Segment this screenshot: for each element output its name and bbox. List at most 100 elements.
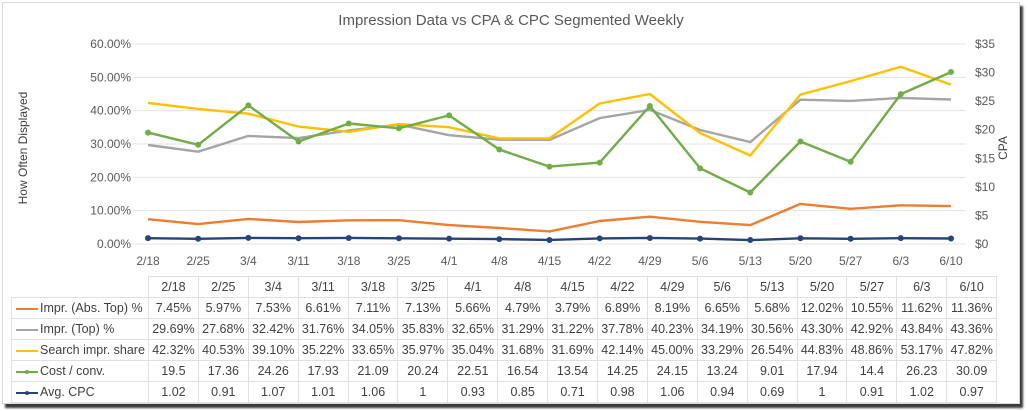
y2-axis-ticks: $0 $5 $10 $15 $20 $25 $30 $35 xyxy=(975,37,995,251)
data-table-cell: 9.01 xyxy=(746,360,798,382)
y-tick-label: 60.00% xyxy=(90,37,131,51)
x-tick-label: 3/25 xyxy=(387,254,411,268)
data-table-cell: 19.5 xyxy=(148,360,199,382)
x-tick-label: 4/1 xyxy=(441,254,458,268)
y-axis-ticks: 0.00% 10.00% 20.00% 30.00% 40.00% 50.00% 60.00… xyxy=(90,37,131,251)
data-table-row: Cost / conv. 19.5 17.36 24.26 17.93 21.09 20.2… xyxy=(11,360,998,382)
data-table-cell: 35.83% xyxy=(397,318,449,340)
legend-key-icon xyxy=(16,368,38,376)
data-table-cell: 42.14% xyxy=(597,339,648,361)
data-point xyxy=(847,235,854,242)
data-table-cell: 1 xyxy=(796,381,848,403)
series-avg-cpc xyxy=(145,234,954,244)
data-point xyxy=(747,237,754,244)
data-table-cell: 42.92% xyxy=(846,318,898,340)
data-point xyxy=(145,129,151,136)
legend-entry: Impr. (Top) % xyxy=(11,318,149,340)
x-tick-label: 3/18 xyxy=(337,254,361,268)
x-axis-ticks: 2/18 2/25 3/4 3/11 3/18 3/25 4/1 4/8 4/15 4/22 4/2… xyxy=(136,254,963,268)
data-table-cell: 31.76% xyxy=(297,318,349,340)
data-table-column-header: 4/29 xyxy=(646,276,698,298)
data-point xyxy=(395,235,402,242)
y2-tick-label: $0 xyxy=(975,237,989,251)
data-table-column-header: 5/27 xyxy=(846,276,898,298)
legend-key-icon xyxy=(16,305,38,313)
data-table-cell: 30.56% xyxy=(746,318,798,340)
data-table-cell: 11.36% xyxy=(946,297,998,319)
data-table-column-header: 4/8 xyxy=(497,276,549,298)
data-table-cell: 7.13% xyxy=(397,297,449,319)
data-table-cell: 33.65% xyxy=(347,339,399,361)
x-tick-label: 3/4 xyxy=(240,254,257,268)
data-point xyxy=(446,112,453,119)
data-table-column-header: 3/11 xyxy=(297,276,349,298)
data-table-cell: 17.94 xyxy=(796,360,848,382)
data-point xyxy=(195,141,202,148)
legend-entry: Impr. (Abs. Top) % xyxy=(11,297,149,319)
data-table-cell: 10.55% xyxy=(846,297,898,319)
y2-tick-label: $5 xyxy=(975,208,989,222)
data-point xyxy=(245,234,252,241)
legend-entry: Cost / conv. xyxy=(11,360,149,382)
y-tick-label: 30.00% xyxy=(90,137,131,151)
series-line xyxy=(147,71,952,194)
legend-key-icon xyxy=(16,389,38,397)
data-point xyxy=(948,235,954,242)
data-table-cell: 1.06 xyxy=(347,381,399,403)
data-table-cell: 0.85 xyxy=(497,381,549,403)
data-point xyxy=(496,236,503,243)
data-table-cell: 32.42% xyxy=(247,318,299,340)
data-table-row: Impr. (Abs. Top) % 7.45% 5.97% 7.53% 6.61% 7.… xyxy=(11,297,998,319)
series-line xyxy=(147,96,952,153)
data-table-cell: 31.22% xyxy=(547,318,599,340)
data-table-column-header: 6/3 xyxy=(896,276,948,298)
data-point xyxy=(697,165,704,172)
data-table-cell: 16.54 xyxy=(497,360,549,382)
data-point xyxy=(646,103,653,109)
data-table-cell: 6.65% xyxy=(696,297,748,319)
data-table-cell: 11.62% xyxy=(896,297,948,319)
data-table-cell: 43.84% xyxy=(896,318,948,340)
data-point xyxy=(496,146,503,153)
data-table-cell: 34.05% xyxy=(347,318,399,340)
data-table-cell: 7.45% xyxy=(148,297,199,319)
data-point xyxy=(345,120,352,127)
y-tick-label: 10.00% xyxy=(90,204,131,218)
data-point xyxy=(646,234,653,241)
data-table-cell: 1.01 xyxy=(297,381,349,403)
x-tick-label: 4/22 xyxy=(588,254,612,268)
y2-tick-label: $30 xyxy=(975,66,995,80)
data-table-cell: 0.97 xyxy=(946,381,998,403)
x-tick-label: 5/20 xyxy=(789,254,813,268)
y-tick-label: 0.00% xyxy=(97,237,131,251)
data-point xyxy=(295,138,302,145)
data-point xyxy=(697,235,704,242)
series-search-impr-share xyxy=(147,65,952,157)
legend-label: Cost / conv. xyxy=(40,364,106,378)
data-point xyxy=(446,235,453,242)
y2-tick-label: $10 xyxy=(975,180,995,194)
data-table-cell: 42.32% xyxy=(148,339,199,361)
chart-svg: Impression Data vs CPA & CPC Segmented W… xyxy=(16,12,1010,268)
data-table-cell: 6.61% xyxy=(297,297,349,319)
data-table-cell: 13.24 xyxy=(696,360,748,382)
data-table-cell: 35.97% xyxy=(397,339,449,361)
data-table-cell: 20.24 xyxy=(397,360,449,382)
data-table-cell: 0.93 xyxy=(447,381,499,403)
data-table-cell: 53.17% xyxy=(896,339,948,361)
data-table-cell: 5.66% xyxy=(447,297,499,319)
series-line xyxy=(147,65,952,157)
x-tick-label: 6/3 xyxy=(892,254,909,268)
data-table-cell: 24.15 xyxy=(646,360,698,382)
x-tick-label: 5/6 xyxy=(692,254,709,268)
data-table-cell: 0.71 xyxy=(547,381,599,403)
data-table-cell: 27.68% xyxy=(197,318,249,340)
data-table-cell: 1.02 xyxy=(148,381,199,403)
x-tick-label: 6/10 xyxy=(939,254,963,268)
data-table-column-header: 2/25 xyxy=(197,276,249,298)
data-table-cell: 30.09 xyxy=(946,360,998,382)
y-tick-label: 20.00% xyxy=(90,170,131,184)
data-table-cell: 0.69 xyxy=(746,381,798,403)
data-table-cell: 29.69% xyxy=(148,318,199,340)
legend-key-icon xyxy=(16,347,38,355)
